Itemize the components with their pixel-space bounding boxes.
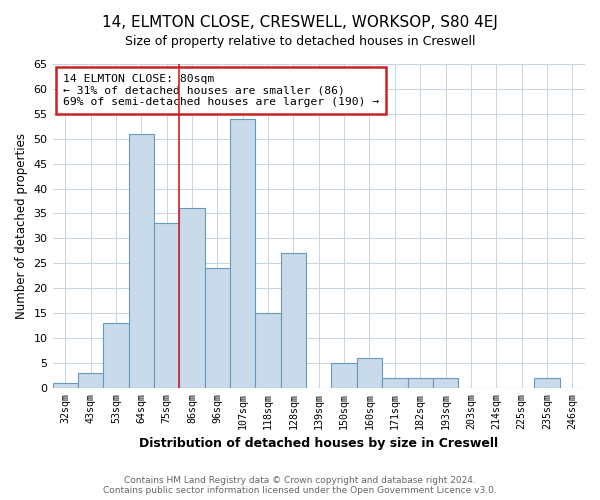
Bar	[179, 208, 205, 388]
Bar	[534, 378, 560, 388]
Bar	[128, 134, 154, 388]
Bar	[103, 323, 128, 388]
Bar	[256, 313, 281, 388]
Bar	[230, 119, 256, 388]
Y-axis label: Number of detached properties: Number of detached properties	[15, 133, 28, 319]
Bar	[382, 378, 407, 388]
Bar	[281, 254, 306, 388]
Bar	[357, 358, 382, 388]
Bar	[78, 373, 103, 388]
X-axis label: Distribution of detached houses by size in Creswell: Distribution of detached houses by size …	[139, 437, 499, 450]
Text: 14 ELMTON CLOSE: 80sqm
← 31% of detached houses are smaller (86)
69% of semi-det: 14 ELMTON CLOSE: 80sqm ← 31% of detached…	[63, 74, 379, 107]
Bar	[407, 378, 433, 388]
Bar	[154, 224, 179, 388]
Bar	[205, 268, 230, 388]
Text: Contains HM Land Registry data © Crown copyright and database right 2024.
Contai: Contains HM Land Registry data © Crown c…	[103, 476, 497, 495]
Text: 14, ELMTON CLOSE, CRESWELL, WORKSOP, S80 4EJ: 14, ELMTON CLOSE, CRESWELL, WORKSOP, S80…	[102, 15, 498, 30]
Text: Size of property relative to detached houses in Creswell: Size of property relative to detached ho…	[125, 35, 475, 48]
Bar	[331, 363, 357, 388]
Bar	[433, 378, 458, 388]
Bar	[53, 383, 78, 388]
